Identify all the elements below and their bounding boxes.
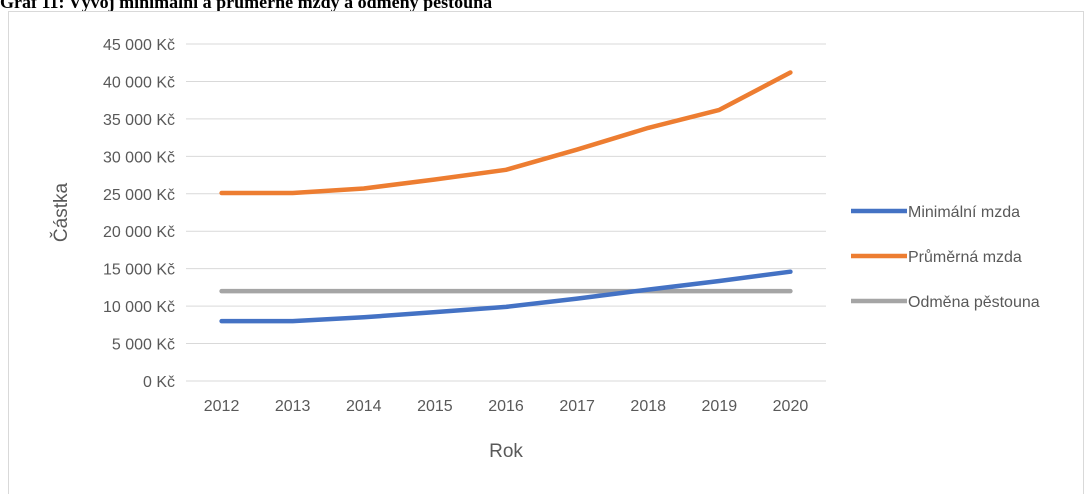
y-tick-label: 0 Kč bbox=[143, 374, 175, 391]
chart-frame: 0 Kč 5 000 Kč 10 000 Kč 15 000 Kč 20 000 Kč 2… bbox=[8, 11, 1084, 494]
gridlines bbox=[186, 44, 826, 381]
legend-label: Průměrná mzda bbox=[908, 248, 1022, 266]
y-tick-label: 15 000 Kč bbox=[103, 262, 175, 279]
series-line-0 bbox=[222, 272, 791, 321]
y-tick-label: 45 000 Kč bbox=[103, 37, 175, 54]
x-tick-label: 2018 bbox=[630, 398, 666, 415]
y-tick-label: 40 000 Kč bbox=[103, 74, 175, 91]
series-line-1 bbox=[222, 73, 791, 194]
x-tick-label: 2019 bbox=[702, 398, 738, 415]
y-tick-label: 35 000 Kč bbox=[103, 112, 175, 129]
series-lines bbox=[222, 73, 791, 322]
x-tick-label: 2012 bbox=[204, 398, 240, 415]
x-tick-label: 2015 bbox=[417, 398, 453, 415]
legend: Minimální mzda Průměrná mzda Odměna pěstou… bbox=[851, 204, 1040, 311]
y-tick-label: 20 000 Kč bbox=[103, 224, 175, 241]
x-tick-label: 2014 bbox=[346, 398, 382, 415]
x-tick-label: 2017 bbox=[559, 398, 595, 415]
y-tick-label: 30 000 Kč bbox=[103, 149, 175, 166]
legend-label: Odměna pěstouna bbox=[908, 294, 1040, 311]
x-tick-label: 2020 bbox=[773, 398, 809, 415]
x-tick-label: 2016 bbox=[488, 398, 524, 415]
y-tick-label: 5 000 Kč bbox=[112, 337, 175, 354]
y-tick-label: 25 000 Kč bbox=[103, 187, 175, 204]
line-chart: 0 Kč 5 000 Kč 10 000 Kč 15 000 Kč 20 000 Kč 2… bbox=[9, 12, 1083, 495]
x-axis-ticks: 2012 2013 2014 2015 2016 2017 2018 2019 2020 bbox=[204, 398, 809, 415]
legend-label: Minimální mzda bbox=[908, 204, 1020, 221]
x-axis-title: Rok bbox=[489, 441, 523, 462]
y-tick-label: 10 000 Kč bbox=[103, 299, 175, 316]
x-tick-label: 2013 bbox=[275, 398, 311, 415]
y-axis-ticks: 0 Kč 5 000 Kč 10 000 Kč 15 000 Kč 20 000 Kč 2… bbox=[103, 37, 175, 391]
y-axis-title: Částka bbox=[50, 183, 72, 243]
